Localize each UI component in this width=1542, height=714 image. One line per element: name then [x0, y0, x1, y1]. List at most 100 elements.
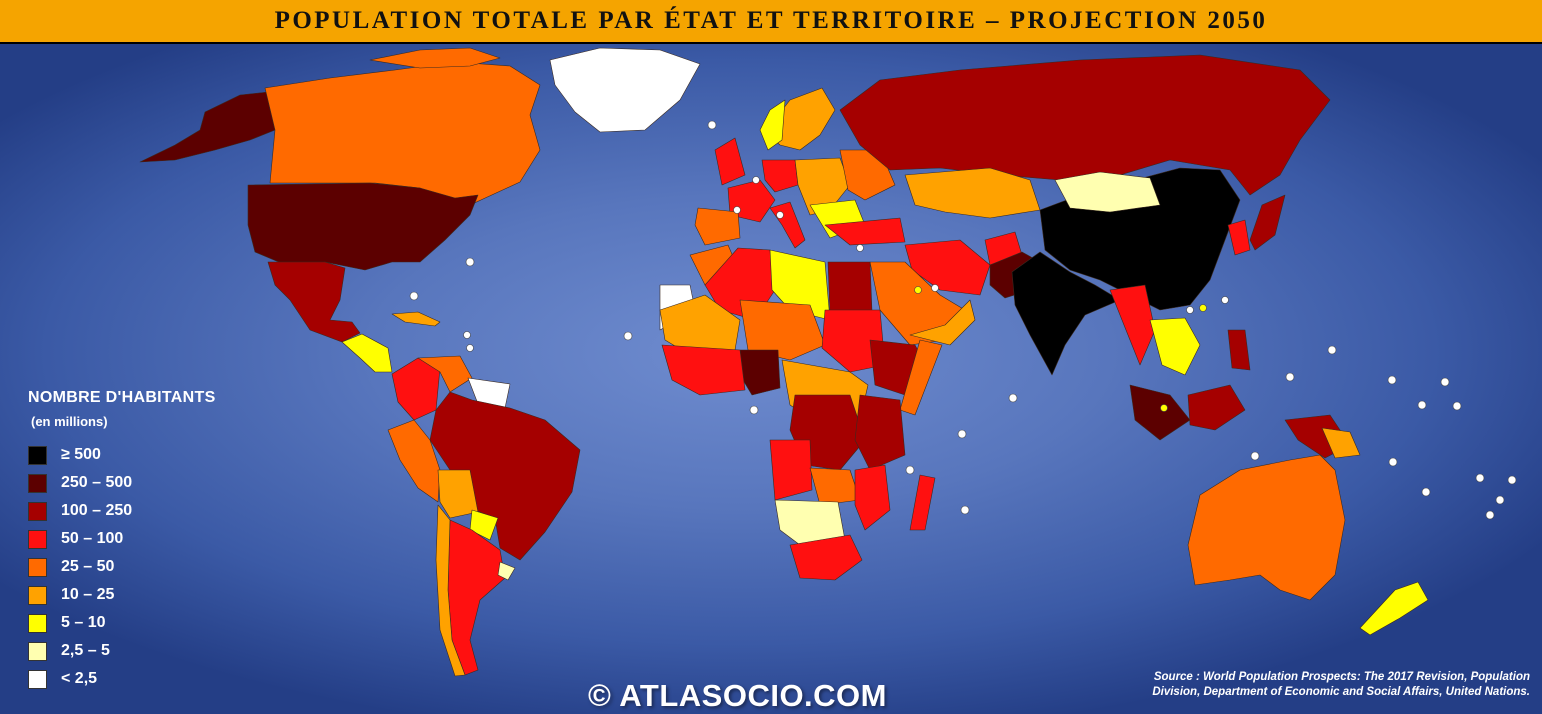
legend-label: 100 – 250	[61, 502, 133, 519]
legend-items: ≥ 500 250 – 500 100 – 250 50 – 100 25 – 50 10…	[28, 441, 288, 693]
microstate-dot	[409, 291, 419, 301]
legend-swatch	[28, 501, 47, 521]
legend-swatch	[28, 473, 47, 493]
microstate-dot	[733, 206, 741, 214]
legend-item: 2,5 – 5	[28, 637, 288, 665]
legend-subtitle: (en millions)	[31, 414, 108, 429]
region-bangladesh-myanmar	[1109, 284, 1156, 366]
region-caribbean	[391, 311, 441, 327]
region-borneo	[1187, 384, 1246, 431]
microstate-dot	[1186, 306, 1194, 314]
microstate-dot	[1475, 473, 1485, 483]
microstate-dot	[465, 257, 475, 267]
microstate-dot	[1452, 401, 1462, 411]
microstate-dot	[1387, 375, 1397, 385]
map-area: NOMBRE D'HABITANTS (en millions) ≥ 500 25…	[0, 44, 1542, 714]
region-west-africa	[661, 344, 746, 396]
region-sudan	[821, 309, 886, 373]
legend-label: 250 – 500	[61, 474, 133, 491]
microstate-dot	[1440, 377, 1450, 387]
legend-swatch	[28, 641, 47, 661]
legend-swatch	[28, 585, 47, 605]
region-angola	[769, 439, 813, 501]
legend-swatch	[28, 529, 47, 549]
region-somalia	[899, 339, 943, 416]
source-line-1: Source : World Population Prospects: The…	[1153, 671, 1530, 683]
region-india	[1011, 251, 1121, 376]
legend: NOMBRE D'HABITANTS (en millions) ≥ 500 25…	[28, 389, 288, 693]
legend-swatch	[28, 613, 47, 633]
region-australia	[1187, 454, 1346, 601]
legend-label: 5 – 10	[61, 614, 106, 631]
legend-item: 100 – 250	[28, 497, 288, 525]
microstate-dot	[1008, 393, 1018, 403]
region-canada-islands	[369, 47, 501, 69]
region-mozambique	[854, 464, 891, 531]
region-egypt	[827, 261, 873, 316]
region-bolivia	[437, 469, 479, 519]
microstate-dot	[1250, 451, 1260, 461]
region-indochina	[1149, 317, 1201, 376]
region-kazakhstan	[904, 167, 1041, 219]
legend-item: 250 – 500	[28, 469, 288, 497]
region-norway-sweden	[759, 99, 786, 151]
region-korea-japan	[1227, 219, 1251, 256]
source-line-2: Division, Department of Economic and Soc…	[1152, 686, 1530, 698]
microstate-dot	[1495, 495, 1505, 505]
region-south-africa	[789, 534, 863, 581]
region-japan	[1249, 194, 1286, 251]
legend-label: 50 – 100	[61, 530, 124, 547]
microstate-dot	[1417, 400, 1427, 410]
legend-title: NOMBRE D'HABITANTS	[28, 389, 216, 406]
legend-item: 10 – 25	[28, 581, 288, 609]
microstate-dot	[466, 344, 474, 352]
region-madagascar	[909, 474, 936, 531]
microstate-dot	[707, 120, 717, 130]
microstate-dot	[623, 331, 633, 341]
microstate-dot	[1485, 510, 1495, 520]
region-russia	[839, 54, 1331, 196]
copyright-text: © ATLASOCIO.COM	[588, 678, 887, 713]
microstate-dot	[1388, 457, 1398, 467]
microstate-dot	[752, 176, 760, 184]
microstate-dot	[1327, 345, 1337, 355]
legend-swatch	[28, 557, 47, 577]
microstate-dot	[776, 211, 784, 219]
microstate-dot-yellow	[1199, 304, 1207, 312]
legend-swatch	[28, 445, 47, 465]
region-nigeria	[739, 349, 781, 396]
legend-item: 50 – 100	[28, 525, 288, 553]
source-note: Source : World Population Prospects: The…	[1010, 670, 1530, 700]
region-germany	[761, 159, 799, 193]
legend-label: ≥ 500	[61, 446, 101, 463]
region-indonesia	[1129, 384, 1191, 441]
microstate-dot	[960, 505, 970, 515]
microstate-dot	[905, 465, 915, 475]
microstate-dot	[749, 405, 759, 415]
legend-label: 10 – 25	[61, 586, 115, 603]
legend-item: 25 – 50	[28, 553, 288, 581]
legend-swatch	[28, 669, 47, 689]
region-greenland	[549, 47, 701, 133]
region-chile	[435, 504, 466, 677]
microstate-dot	[1285, 372, 1295, 382]
region-central-america	[341, 333, 393, 373]
microstate-dot	[463, 331, 471, 339]
region-new-zealand	[1359, 581, 1429, 636]
world-map	[139, 47, 1517, 677]
region-usa	[247, 182, 479, 271]
region-italy	[769, 201, 806, 249]
region-mongolia	[1054, 171, 1161, 213]
region-turkey	[824, 217, 906, 246]
legend-label: < 2,5	[61, 670, 98, 687]
legend-item: < 2,5	[28, 665, 288, 693]
legend-item: 5 – 10	[28, 609, 288, 637]
region-venezuela	[417, 355, 473, 393]
region-uk	[714, 137, 746, 186]
region-paraguay	[469, 509, 499, 541]
microstate-dot	[856, 244, 864, 252]
region-uruguay	[497, 561, 516, 581]
region-iberia	[694, 207, 741, 246]
legend-item: ≥ 500	[28, 441, 288, 469]
microstate-dot	[1421, 487, 1431, 497]
